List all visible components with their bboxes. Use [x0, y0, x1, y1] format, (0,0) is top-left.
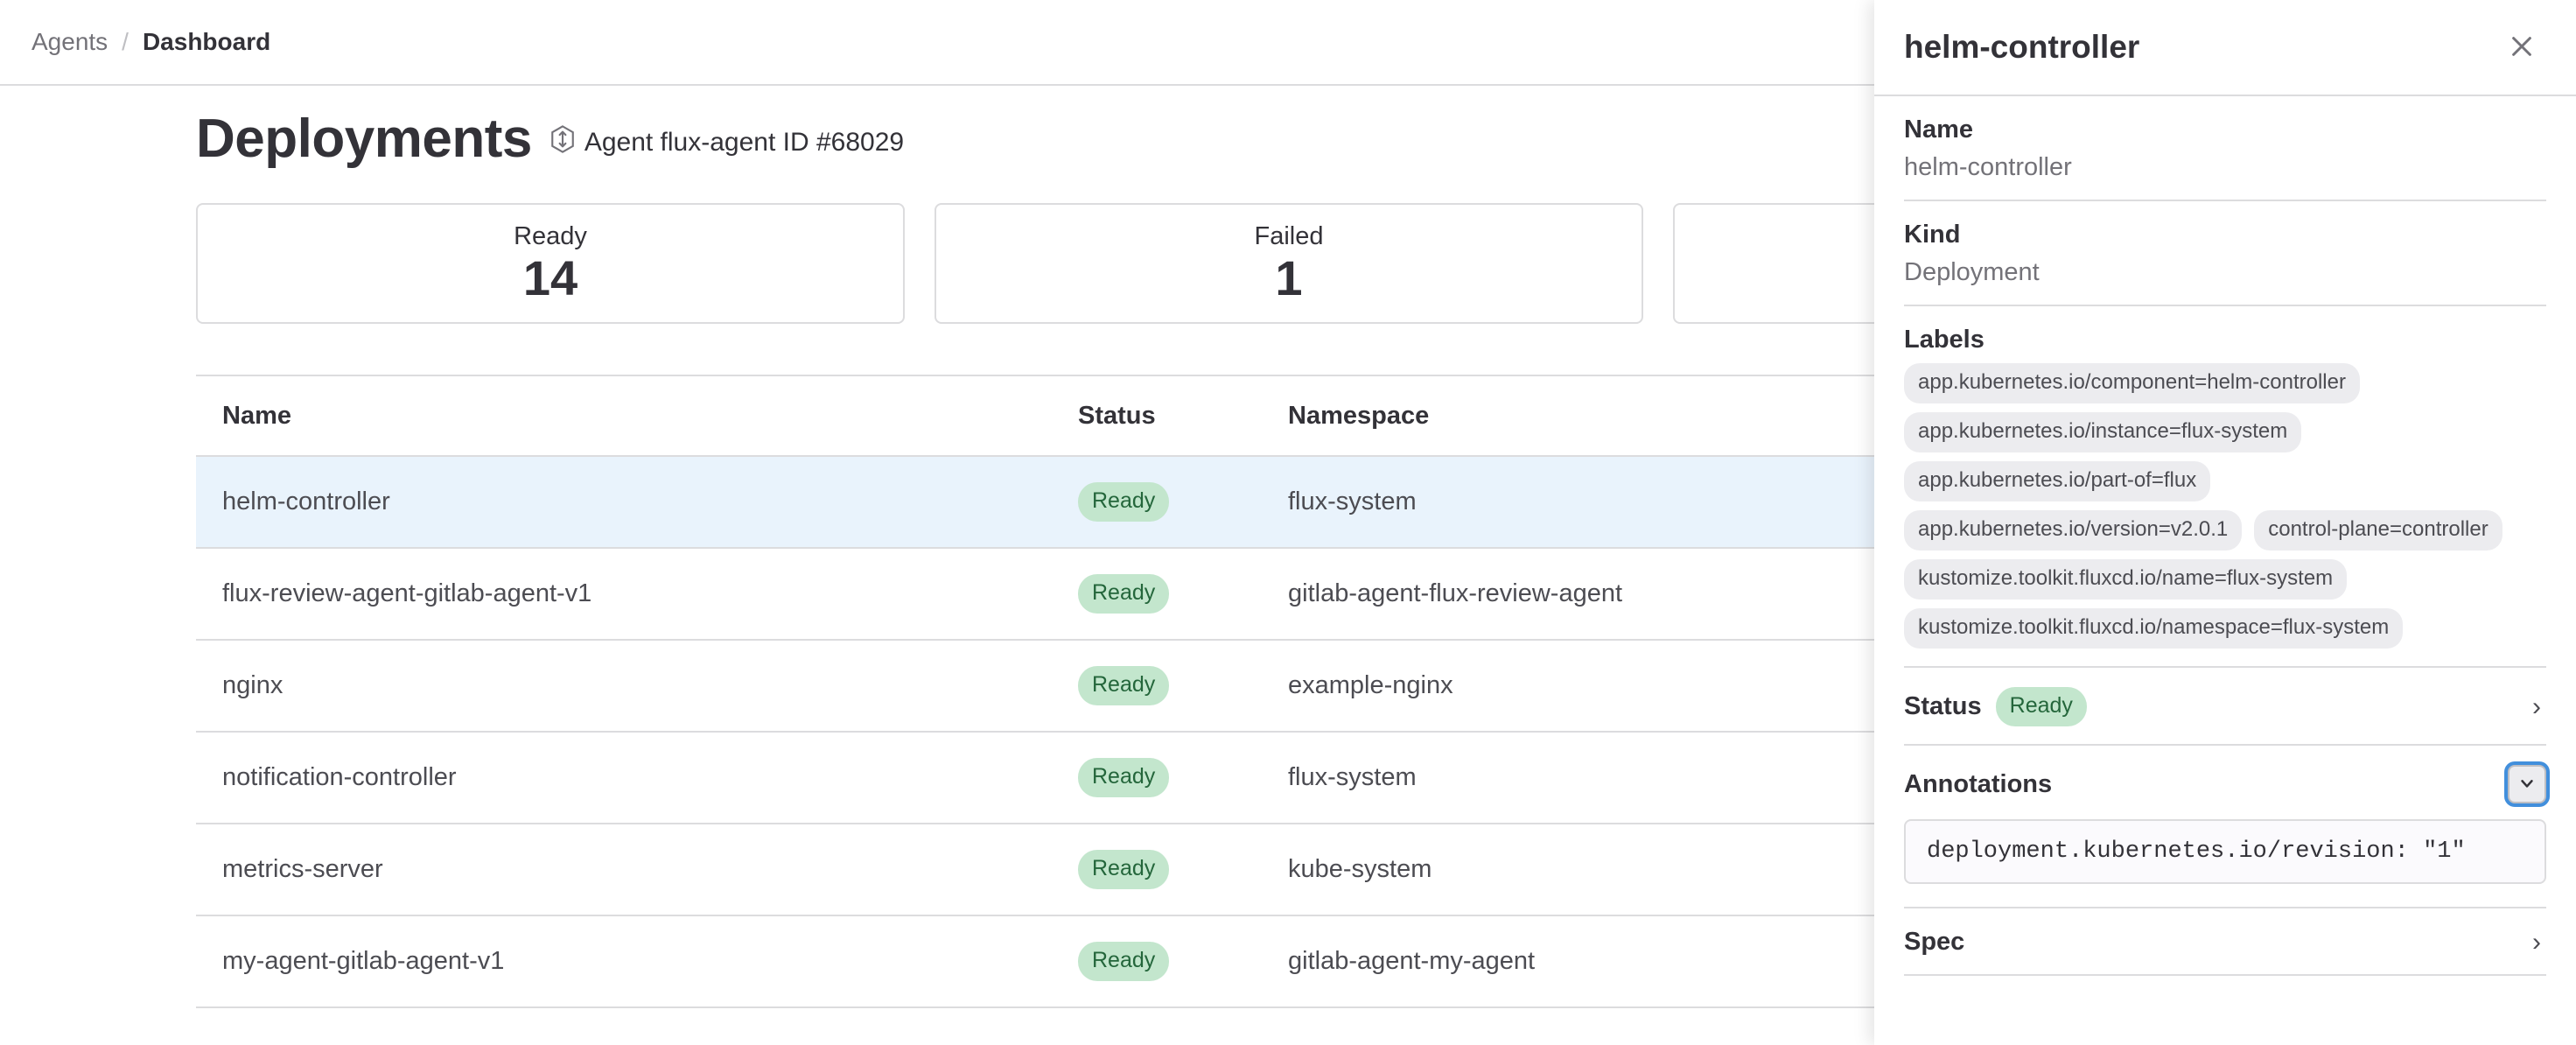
- cell-name: metrics-server: [222, 855, 383, 883]
- annotations-section-label: Annotations: [1904, 769, 2053, 798]
- labels-chip-list: app.kubernetes.io/component=helm-control…: [1904, 363, 2546, 649]
- status-badge: Ready: [1995, 687, 2087, 726]
- stat-card-value: 14: [522, 249, 578, 305]
- chevron-right-icon[interactable]: ›: [2532, 691, 2541, 721]
- status-badge: Ready: [1078, 942, 1170, 981]
- cell-namespace: gitlab-agent-my-agent: [1288, 947, 1536, 975]
- cell-status: Ready: [1078, 574, 1288, 614]
- cell-namespace: example-nginx: [1288, 671, 1453, 699]
- field-labels: Labels app.kubernetes.io/component=helm-…: [1904, 306, 2546, 668]
- drawer-title: helm-controller: [1904, 29, 2140, 65]
- cell-namespace: kube-system: [1288, 855, 1432, 883]
- annotations-code-block: deployment.kubernetes.io/revision: "1": [1904, 819, 2546, 884]
- cell-namespace: gitlab-agent-flux-review-agent: [1288, 579, 1623, 607]
- annotations-header[interactable]: Annotations: [1904, 765, 2546, 803]
- field-name: Name helm-controller: [1904, 96, 2546, 201]
- status-section-toggle[interactable]: Status Ready ›: [1904, 668, 2546, 746]
- label-chip: control-plane=controller: [2254, 510, 2502, 551]
- stat-card-value: 1: [1275, 249, 1303, 305]
- hexagon-arrows-icon: [550, 124, 576, 161]
- table-header-row: Name Status Namespace: [196, 375, 2471, 455]
- breadcrumb-separator: /: [122, 28, 129, 55]
- label-chip: kustomize.toolkit.fluxcd.io/namespace=fl…: [1904, 608, 2404, 649]
- close-drawer-button[interactable]: [2497, 23, 2546, 72]
- field-kind-value: Deployment: [1904, 258, 2040, 286]
- status-badge: Ready: [1078, 850, 1170, 889]
- stat-card-failed[interactable]: Failed 1: [934, 203, 1643, 324]
- page-title: Deployments: [196, 108, 532, 169]
- stat-card-label: Ready: [514, 221, 587, 250]
- close-icon: [2509, 33, 2535, 62]
- table-row[interactable]: metrics-server Ready kube-system: [196, 823, 2471, 915]
- cell-status: Ready: [1078, 758, 1288, 797]
- table-row[interactable]: my-agent-gitlab-agent-v1 Ready gitlab-ag…: [196, 915, 2471, 1006]
- status-badge: Ready: [1078, 666, 1170, 705]
- field-kind-label: Kind: [1904, 221, 1961, 249]
- label-chip: app.kubernetes.io/part-of=flux: [1904, 461, 2211, 501]
- spec-section-toggle[interactable]: Spec ›: [1904, 908, 2546, 976]
- field-labels-label: Labels: [1904, 326, 1984, 354]
- drawer-body: Name helm-controller Kind Deployment Lab…: [1874, 96, 2576, 1045]
- spec-section-left: Spec: [1904, 928, 1964, 957]
- status-badge: Ready: [1078, 574, 1170, 614]
- cell-name: nginx: [222, 671, 284, 699]
- status-badge: Ready: [1078, 758, 1170, 797]
- label-chip: kustomize.toolkit.fluxcd.io/name=flux-sy…: [1904, 559, 2348, 600]
- column-header-status[interactable]: Status: [1078, 401, 1156, 430]
- table-row[interactable]: flux-review-agent-gitlab-agent-v1 Ready …: [196, 547, 2471, 639]
- annotations-collapse-button[interactable]: [2508, 765, 2546, 803]
- cell-name: my-agent-gitlab-agent-v1: [222, 947, 505, 975]
- table-row-partial[interactable]: [196, 1006, 2471, 1045]
- cell-name: helm-controller: [222, 487, 390, 515]
- stat-card-ready[interactable]: Ready 14: [196, 203, 905, 324]
- annotations-section: Annotations deployment.kubernetes.io/rev…: [1904, 746, 2546, 908]
- chevron-right-icon[interactable]: ›: [2532, 927, 2541, 957]
- field-name-label: Name: [1904, 116, 1973, 144]
- status-section-label: Status: [1904, 692, 1982, 720]
- agent-meta-text: Agent flux-agent ID #68029: [584, 128, 905, 157]
- table-row[interactable]: notification-controller Ready flux-syste…: [196, 731, 2471, 823]
- breadcrumb-item-agents[interactable]: Agents: [32, 28, 108, 55]
- breadcrumb-item-dashboard: Dashboard: [142, 28, 271, 55]
- detail-drawer: helm-controller Name helm-controller Kin…: [1874, 0, 2576, 1045]
- column-header-namespace[interactable]: Namespace: [1288, 401, 1430, 430]
- agent-meta: Agent flux-agent ID #68029: [550, 124, 904, 161]
- column-header-name[interactable]: Name: [222, 401, 291, 430]
- status-section-left: Status Ready: [1904, 687, 2087, 726]
- cell-status: Ready: [1078, 482, 1288, 522]
- label-chip: app.kubernetes.io/instance=flux-system: [1904, 412, 2302, 452]
- spec-section-label: Spec: [1904, 928, 1965, 956]
- stat-card-label: Failed: [1254, 221, 1324, 250]
- cell-name: notification-controller: [222, 763, 457, 791]
- cell-status: Ready: [1078, 666, 1288, 705]
- page-title-row: Deployments Agent flux-agent ID #68029: [196, 86, 2576, 191]
- status-badge: Ready: [1078, 482, 1170, 522]
- chevron-down-icon: [2517, 774, 2537, 796]
- label-chip: app.kubernetes.io/component=helm-control…: [1904, 363, 2360, 403]
- cell-status: Ready: [1078, 850, 1288, 889]
- drawer-header: helm-controller: [1874, 0, 2576, 96]
- cell-name: flux-review-agent-gitlab-agent-v1: [222, 579, 592, 607]
- table-row[interactable]: nginx Ready example-nginx: [196, 639, 2471, 731]
- cell-namespace: flux-system: [1288, 763, 1417, 791]
- field-kind: Kind Deployment: [1904, 201, 2546, 306]
- cell-namespace: flux-system: [1288, 487, 1417, 515]
- label-chip: app.kubernetes.io/version=v2.0.1: [1904, 510, 2243, 551]
- stats-row: Ready 14 Failed 1: [196, 203, 2576, 324]
- field-name-value: helm-controller: [1904, 153, 2072, 181]
- cell-status: Ready: [1078, 942, 1288, 981]
